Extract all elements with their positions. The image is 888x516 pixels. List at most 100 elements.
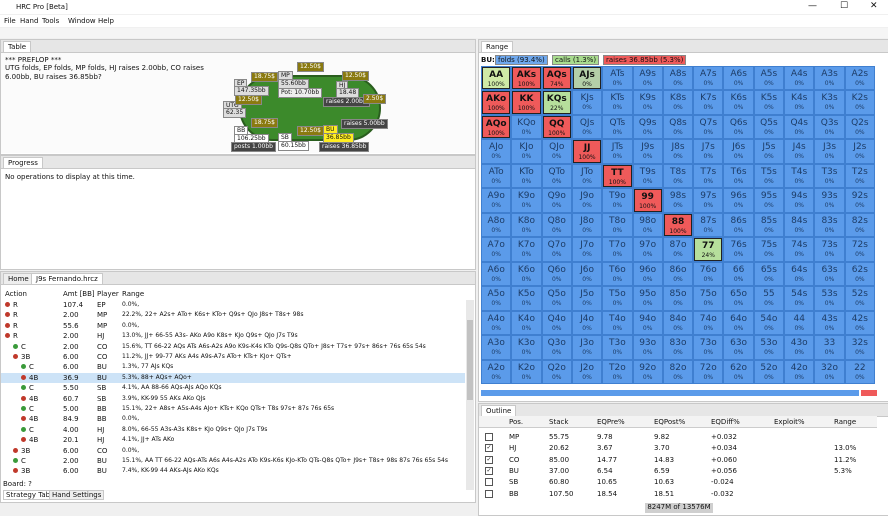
range-cell[interactable]: AA 100% bbox=[482, 67, 511, 90]
range-cell[interactable]: 53s 0% bbox=[815, 287, 844, 310]
range-cell[interactable]: A8s 0% bbox=[663, 67, 693, 90]
range-cell[interactable]: K2s 0% bbox=[845, 91, 874, 114]
range-cell[interactable]: J2o 0% bbox=[572, 360, 602, 383]
range-cell[interactable]: 74o 0% bbox=[694, 311, 723, 335]
range-cell[interactable]: T6s 0% bbox=[724, 164, 753, 188]
tree-action[interactable]: 3B bbox=[21, 446, 31, 455]
range-cell[interactable]: 55 0% bbox=[754, 287, 784, 310]
tree-action[interactable]: 4B bbox=[29, 394, 39, 403]
range-cell[interactable]: 82s 0% bbox=[845, 213, 874, 237]
range-cell[interactable]: K7s 0% bbox=[694, 91, 723, 114]
range-cell[interactable]: KJo 0% bbox=[512, 140, 541, 163]
range-cell[interactable]: 97o 0% bbox=[633, 238, 662, 261]
range-cell[interactable]: 52s 0% bbox=[845, 287, 874, 310]
range-cell[interactable]: 92s 0% bbox=[845, 189, 874, 212]
checkbox[interactable]: ✓ bbox=[485, 455, 493, 464]
range-cell[interactable]: 94s 0% bbox=[785, 189, 814, 212]
range-cell[interactable]: A4o 0% bbox=[482, 311, 511, 335]
range-cell[interactable]: A2s 0% bbox=[845, 67, 874, 90]
range-cell[interactable]: 63s 0% bbox=[815, 262, 844, 286]
tab[interactable]: Table bbox=[3, 41, 32, 52]
scrollbar[interactable] bbox=[466, 300, 474, 490]
range-cell[interactable]: AJs 0% bbox=[572, 67, 602, 90]
range-cell[interactable]: K6s 0% bbox=[724, 91, 753, 114]
range-cell[interactable]: J8s 0% bbox=[663, 140, 693, 163]
range-cell[interactable]: 98o 0% bbox=[633, 213, 662, 237]
range-cell[interactable]: K5s 0% bbox=[754, 91, 784, 114]
range-cell[interactable]: Q7o 0% bbox=[542, 238, 571, 261]
range-cell[interactable]: 93o 0% bbox=[633, 336, 662, 359]
range-cell[interactable]: 85s 0% bbox=[754, 213, 784, 237]
tab[interactable]: Home bbox=[3, 273, 34, 285]
range-cell[interactable]: J6s 0% bbox=[724, 140, 753, 163]
range-cell[interactable]: JTs 0% bbox=[603, 140, 632, 163]
range-cell[interactable]: A9o 0% bbox=[482, 189, 511, 212]
range-cell[interactable]: 32o 0% bbox=[815, 360, 844, 383]
range-cell[interactable]: K8s 0% bbox=[663, 91, 693, 114]
range-cell[interactable]: K4o 0% bbox=[512, 311, 541, 335]
range-cell[interactable]: 96s 0% bbox=[724, 189, 753, 212]
range-cell[interactable]: J5o 0% bbox=[572, 287, 602, 310]
range-cell[interactable]: J8o 0% bbox=[572, 213, 602, 237]
range-cell[interactable]: Q7s 0% bbox=[694, 115, 723, 139]
tree-action[interactable]: 3B bbox=[21, 467, 31, 476]
range-cell[interactable]: KTs 0% bbox=[603, 91, 632, 114]
range-cell[interactable]: 54s 0% bbox=[785, 287, 814, 310]
range-cell[interactable]: A9s 0% bbox=[633, 67, 662, 90]
range-cell[interactable]: T9o 0% bbox=[603, 189, 632, 212]
range-cell[interactable]: 44 0% bbox=[785, 311, 814, 335]
range-cell[interactable]: QTs 0% bbox=[603, 115, 632, 139]
menu-item[interactable]: Window bbox=[68, 17, 96, 25]
minimize[interactable]: — bbox=[808, 1, 817, 11]
tree-action[interactable]: C bbox=[29, 363, 34, 372]
range-cell[interactable]: 88 100% bbox=[663, 213, 693, 237]
range-cell[interactable]: A5o 0% bbox=[482, 287, 511, 310]
range-cell[interactable]: T4s 0% bbox=[785, 164, 814, 188]
range-cell[interactable]: AQo 100% bbox=[482, 115, 511, 139]
range-cell[interactable]: AJo 0% bbox=[482, 140, 511, 163]
range-cell[interactable]: QQ 100% bbox=[542, 115, 571, 139]
range-cell[interactable]: K6o 0% bbox=[512, 262, 541, 286]
range-cell[interactable]: J7o 0% bbox=[572, 238, 602, 261]
range-cell[interactable]: ATo 0% bbox=[482, 164, 511, 188]
range-cell[interactable]: 98s 0% bbox=[663, 189, 693, 212]
range-cell[interactable]: 54o 0% bbox=[754, 311, 784, 335]
range-cell[interactable]: Q2o 0% bbox=[542, 360, 571, 383]
range-cell[interactable]: 62o 0% bbox=[724, 360, 753, 383]
tree-action[interactable]: R bbox=[13, 311, 18, 320]
range-cell[interactable]: 87s 0% bbox=[694, 213, 723, 237]
range-cell[interactable]: Q8o 0% bbox=[542, 213, 571, 237]
tree-action[interactable]: C bbox=[29, 405, 34, 413]
range-cell[interactable]: J6o 0% bbox=[572, 262, 602, 286]
tree-action[interactable]: 4B bbox=[29, 415, 39, 424]
range-cell[interactable]: 83s 0% bbox=[815, 213, 844, 237]
range-cell[interactable]: 82o 0% bbox=[663, 360, 693, 383]
range-cell[interactable]: QJo 0% bbox=[542, 140, 571, 163]
range-cell[interactable]: 63o 0% bbox=[724, 336, 753, 359]
menu-item[interactable]: File bbox=[4, 17, 16, 25]
range-cell[interactable]: 43o 0% bbox=[785, 336, 814, 359]
range-cell[interactable]: K4s 0% bbox=[785, 91, 814, 114]
maximize[interactable]: ☐ bbox=[840, 1, 849, 11]
range-cell[interactable]: K3o 0% bbox=[512, 336, 541, 359]
range-cell[interactable]: 42s 0% bbox=[845, 311, 874, 335]
range-cell[interactable]: Q3o 0% bbox=[542, 336, 571, 359]
range-cell[interactable]: QJs 0% bbox=[572, 115, 602, 139]
range-cell[interactable]: AQs 74% bbox=[542, 67, 571, 90]
tab[interactable]: Range bbox=[481, 41, 514, 52]
range-cell[interactable]: J4o 0% bbox=[572, 311, 602, 335]
range-cell[interactable]: T8s 0% bbox=[663, 164, 693, 188]
tree-action[interactable]: C bbox=[21, 342, 26, 351]
range-cell[interactable]: T6o 0% bbox=[603, 262, 632, 286]
range-cell[interactable]: 85o 0% bbox=[663, 287, 693, 310]
range-cell[interactable]: JJ 100% bbox=[572, 140, 602, 163]
range-cell[interactable]: JTo 0% bbox=[572, 164, 602, 188]
range-cell[interactable]: K9s 0% bbox=[633, 91, 662, 114]
range-cell[interactable]: A4s 0% bbox=[785, 67, 814, 90]
range-cell[interactable]: Q5o 0% bbox=[542, 287, 571, 310]
range-cell[interactable]: 74s 0% bbox=[785, 238, 814, 261]
range-cell[interactable]: 77 24% bbox=[694, 238, 723, 261]
range-cell[interactable]: Q8s 0% bbox=[663, 115, 693, 139]
range-cell[interactable]: Q4o 0% bbox=[542, 311, 571, 335]
range-cell[interactable]: 42o 0% bbox=[785, 360, 814, 383]
